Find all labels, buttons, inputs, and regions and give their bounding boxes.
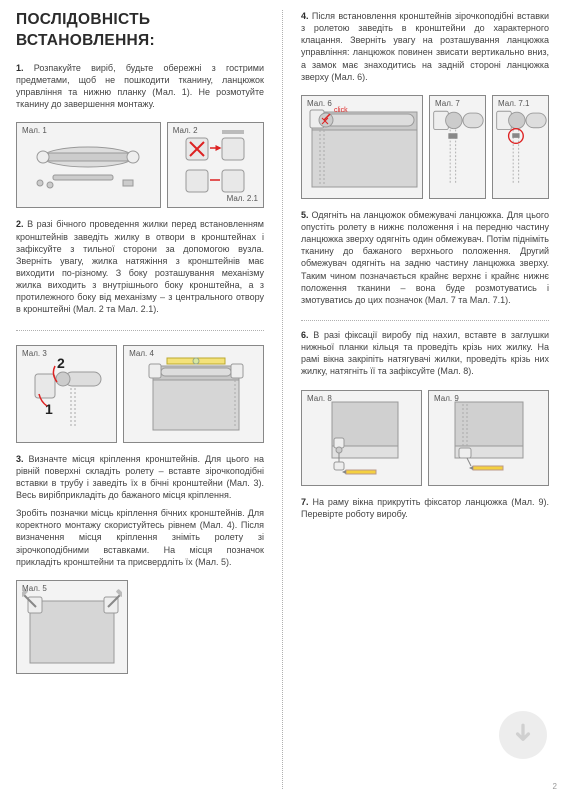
fig-1-svg bbox=[28, 135, 148, 195]
fig-3-label: Мал. 3 bbox=[22, 349, 47, 360]
fig-71: Мал. 7.1 bbox=[492, 95, 549, 199]
step-5-body: Одягніть на ланцюжок обмежувачі ланцюжка… bbox=[301, 210, 549, 305]
step-2-text: 2. В разі бічного проведення жилки перед… bbox=[16, 218, 264, 315]
fig-71-label: Мал. 7.1 bbox=[498, 99, 529, 110]
step-6-text: 6. В разі фіксації виробу під нахил, вст… bbox=[301, 329, 549, 378]
fig-1-label: Мал. 1 bbox=[22, 126, 47, 137]
fig-row-2: Мал. 3 1 2 Мал. 4 bbox=[16, 345, 264, 443]
step-7-text: 7. На раму вікна прикрутіть фіксатор лан… bbox=[301, 496, 549, 520]
fig-9-label: Мал. 9 bbox=[434, 394, 459, 405]
step-1-body: Розпакуйте виріб, будьте обережні з гост… bbox=[16, 63, 264, 109]
step-1-text: 1. Розпакуйте виріб, будьте обережні з г… bbox=[16, 62, 264, 111]
step-3-num: 3. bbox=[16, 454, 24, 464]
fig-4: Мал. 4 bbox=[123, 345, 264, 443]
fig-2-label: Мал. 2 bbox=[173, 126, 198, 137]
fig-8-label: Мал. 8 bbox=[307, 394, 332, 405]
step-4-body: Після встановлення кронштейнів зірочкопо… bbox=[301, 11, 549, 82]
fig-5-label: Мал. 5 bbox=[22, 584, 47, 595]
step-4-num: 4. bbox=[301, 11, 309, 21]
step-5-num: 5. bbox=[301, 210, 309, 220]
step-5-text: 5. Одягніть на ланцюжок обмежувачі ланцю… bbox=[301, 209, 549, 306]
svg-text:1: 1 bbox=[45, 401, 53, 417]
right-column: 4. Після встановлення кронштейнів зірочк… bbox=[301, 10, 549, 789]
divider-vertical bbox=[282, 10, 283, 789]
step-2-num: 2. bbox=[16, 219, 24, 229]
fig-4-label: Мал. 4 bbox=[129, 349, 154, 360]
fig-row-1: Мал. 1 Мал. 2 Мал. 2.1 bbox=[16, 122, 264, 208]
page-number: 2 bbox=[553, 782, 557, 793]
fig-row-5: Мал. 8 Мал. 9 bbox=[301, 390, 549, 486]
fig-21-label: Мал. 2.1 bbox=[227, 194, 258, 205]
svg-text:2: 2 bbox=[57, 355, 65, 371]
divider-h-2 bbox=[301, 320, 549, 321]
divider-h-1 bbox=[16, 330, 264, 331]
step-3a-text: 3. Визначте місця кріплення кронштейнів.… bbox=[16, 453, 264, 502]
fig-9: Мал. 9 bbox=[428, 390, 549, 486]
fig-7-label: Мал. 7 bbox=[435, 99, 460, 110]
fig-6-label: Мал. 6 bbox=[307, 99, 332, 110]
fig-row-3: Мал. 5 bbox=[16, 580, 264, 674]
fig-6: Мал. 6 click bbox=[301, 95, 423, 199]
fig-5-spacer bbox=[134, 580, 264, 674]
fig-2: Мал. 2 Мал. 2.1 bbox=[167, 122, 264, 208]
fig-5: Мал. 5 bbox=[16, 580, 128, 674]
fig-3: Мал. 3 1 2 bbox=[16, 345, 117, 443]
fig-71-svg bbox=[493, 102, 548, 192]
step-3a-body: Визначте місця кріплення кронштейнів. Дл… bbox=[16, 454, 264, 500]
step-1-num: 1. bbox=[16, 63, 24, 73]
fig-3-svg: 1 2 bbox=[27, 354, 107, 434]
click-text: click bbox=[334, 107, 348, 114]
step-6-num: 6. bbox=[301, 330, 309, 340]
fig-6-svg: click bbox=[302, 102, 422, 192]
fig-7-svg bbox=[430, 102, 485, 192]
step-7-num: 7. bbox=[301, 497, 309, 507]
fig-4-svg bbox=[139, 354, 249, 434]
fig-5-svg bbox=[22, 587, 122, 667]
step-2-body: В разі бічного проведення жилки перед вс… bbox=[16, 219, 264, 314]
fig-8: Мал. 8 bbox=[301, 390, 422, 486]
fig-1: Мал. 1 bbox=[16, 122, 161, 208]
fig-8-svg bbox=[322, 398, 402, 478]
fig-7: Мал. 7 bbox=[429, 95, 486, 199]
watermark-icon bbox=[499, 711, 547, 759]
step-3b-text: Зробіть позначки місць кріплення бічних … bbox=[16, 507, 264, 568]
fig-row-4: Мал. 6 click Мал. 7 bbox=[301, 95, 549, 199]
step-7-body: На раму вікна прикрутіть фіксатор ланцюж… bbox=[301, 497, 549, 519]
page: ПОСЛІДОВНІСТЬ ВСТАНОВЛЕННЯ: 1. Розпакуйт… bbox=[0, 0, 565, 799]
step-6-body: В разі фіксації виробу під нахил, вставт… bbox=[301, 330, 549, 376]
page-title: ПОСЛІДОВНІСТЬ ВСТАНОВЛЕННЯ: bbox=[16, 10, 264, 52]
left-column: ПОСЛІДОВНІСТЬ ВСТАНОВЛЕННЯ: 1. Розпакуйт… bbox=[16, 10, 264, 789]
step-4-text: 4. Після встановлення кронштейнів зірочк… bbox=[301, 10, 549, 83]
fig-2-svg bbox=[180, 130, 250, 200]
fig-9-svg bbox=[449, 398, 529, 478]
